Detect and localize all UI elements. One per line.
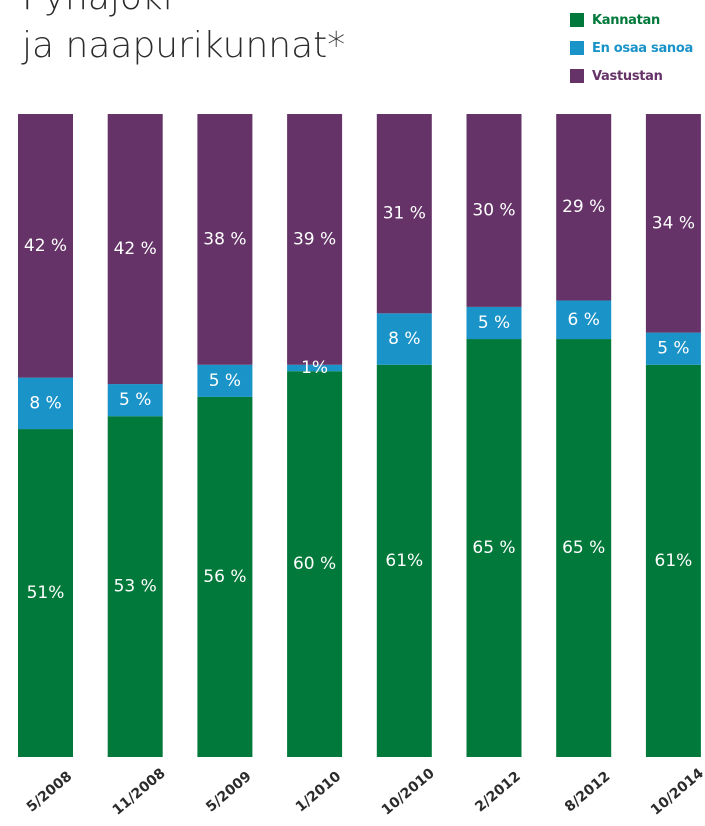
data-label-en-osaa-sanoa-5-2008: 8 %	[29, 393, 61, 413]
data-label-en-osaa-sanoa-2-2012: 5 %	[478, 313, 510, 333]
legend-item-vastustan: Vastustan	[570, 62, 705, 90]
bar-segment-en-osaa-sanoa-10-2010	[376, 313, 432, 365]
legend-label-en-osaa-sanoa: En osaa sanoa	[592, 40, 693, 56]
bar-segment-vastustan-5-2008	[18, 114, 73, 378]
chart-title-line-2: ja naapurikunnat*	[22, 25, 346, 66]
bar-segment-kannatan-5-2009	[197, 396, 253, 757]
data-label-en-osaa-sanoa-10-2010: 8 %	[388, 329, 420, 349]
data-label-vastustan-11-2008: 42 %	[114, 239, 157, 259]
data-label-en-osaa-sanoa-5-2009: 5 %	[209, 371, 241, 391]
legend-item-en-osaa-sanoa: En osaa sanoa	[570, 34, 705, 62]
bar-segment-vastustan-10-2010	[376, 114, 432, 314]
data-label-kannatan-8-2012: 65 %	[562, 538, 605, 558]
data-label-kannatan-5-2009: 56 %	[203, 567, 246, 587]
bar-group-8-2012: 65 % 6 % 29 %	[556, 114, 612, 757]
bar-segment-en-osaa-sanoa-5-2008	[18, 377, 73, 430]
data-label-vastustan-2-2012: 30 %	[472, 200, 515, 220]
data-label-kannatan-5-2008: 51%	[27, 583, 65, 603]
data-label-vastustan-8-2012: 29 %	[562, 197, 605, 217]
bar-segment-kannatan-10-2014	[645, 364, 701, 757]
data-label-kannatan-11-2008: 53 %	[114, 577, 157, 597]
bar-segment-en-osaa-sanoa-2-2012	[466, 306, 522, 340]
bar-segment-kannatan-1-2010	[287, 371, 343, 757]
category-label-5-2009: 5/2009	[203, 769, 255, 816]
bar-segment-kannatan-10-2010	[376, 364, 432, 757]
bar-segment-kannatan-8-2012	[556, 339, 612, 757]
data-label-vastustan-10-2014: 34 %	[652, 213, 695, 233]
bar-segment-vastustan-11-2008	[107, 114, 163, 385]
bar-segment-vastustan-2-2012	[466, 114, 522, 307]
data-label-kannatan-1-2010: 60 %	[293, 554, 336, 574]
bar-group-10-2014: 61% 5 % 34 %	[645, 114, 701, 757]
bar-segment-vastustan-8-2012	[556, 114, 612, 301]
legend-swatch-en-osaa-sanoa	[570, 41, 584, 55]
bar-group-2-2012: 65 % 5 % 30 %	[466, 114, 522, 757]
chart-title: Pyhäjoki ja naapurikunnat*	[22, 0, 345, 70]
category-label-5-2008: 5/2008	[24, 769, 76, 816]
category-label-10-2014: 10/2014	[648, 765, 705, 818]
bar-group-1-2010: 60 % 1% 39 %	[287, 114, 343, 757]
legend-item-kannatan: Kannatan	[570, 6, 705, 34]
category-label-2-2012: 2/2012	[472, 769, 524, 816]
chart-title-line-1: Pyhäjoki	[22, 0, 345, 22]
data-label-en-osaa-sanoa-10-2014: 5 %	[657, 339, 689, 359]
bar-segment-en-osaa-sanoa-10-2014	[645, 332, 701, 365]
legend: Kannatan En osaa sanoa Vastustan	[570, 6, 705, 90]
data-label-kannatan-10-2014: 61%	[655, 551, 693, 571]
data-label-vastustan-10-2010: 31 %	[383, 204, 426, 224]
data-label-en-osaa-sanoa-1-2010: 1%	[301, 358, 328, 378]
bar-segment-vastustan-1-2010	[287, 114, 343, 365]
bar-segment-en-osaa-sanoa-1-2010	[287, 364, 343, 372]
legend-label-vastustan: Vastustan	[592, 68, 663, 84]
bar-group-11-2008: 53 % 5 % 42 %	[107, 114, 163, 757]
bar-group-5-2009: 56 % 5 % 38 %	[197, 114, 253, 757]
data-label-vastustan-5-2009: 38 %	[203, 229, 246, 249]
bar-segment-vastustan-5-2009	[197, 114, 253, 365]
data-label-kannatan-10-2010: 61%	[385, 551, 423, 571]
data-label-en-osaa-sanoa-8-2012: 6 %	[568, 310, 600, 330]
data-label-vastustan-5-2008: 42 %	[24, 236, 67, 256]
category-label-1-2010: 1/2010	[293, 768, 345, 815]
legend-label-kannatan: Kannatan	[592, 12, 660, 28]
bar-segment-en-osaa-sanoa-8-2012	[556, 300, 612, 340]
bar-segment-en-osaa-sanoa-5-2009	[197, 364, 253, 397]
bar-segment-en-osaa-sanoa-11-2008	[107, 384, 163, 417]
data-label-kannatan-2-2012: 65 %	[472, 538, 515, 558]
bar-segment-kannatan-2-2012	[466, 339, 522, 757]
legend-swatch-kannatan	[570, 13, 584, 27]
bar-segment-vastustan-10-2014	[645, 114, 701, 333]
bar-segment-kannatan-5-2008	[18, 429, 73, 757]
bar-group-5-2008: 51% 8 % 42 %	[18, 114, 73, 757]
category-label-8-2012: 8/2012	[562, 769, 614, 816]
bar-group-10-2010: 61% 8 % 31 %	[376, 114, 432, 757]
data-label-en-osaa-sanoa-11-2008: 5 %	[119, 390, 151, 410]
category-label-10-2010: 10/2010	[379, 765, 438, 818]
data-label-vastustan-1-2010: 39 %	[293, 229, 336, 249]
category-label-11-2008: 11/2008	[110, 765, 169, 818]
bar-segment-kannatan-11-2008	[107, 416, 163, 757]
legend-swatch-vastustan	[570, 69, 584, 83]
